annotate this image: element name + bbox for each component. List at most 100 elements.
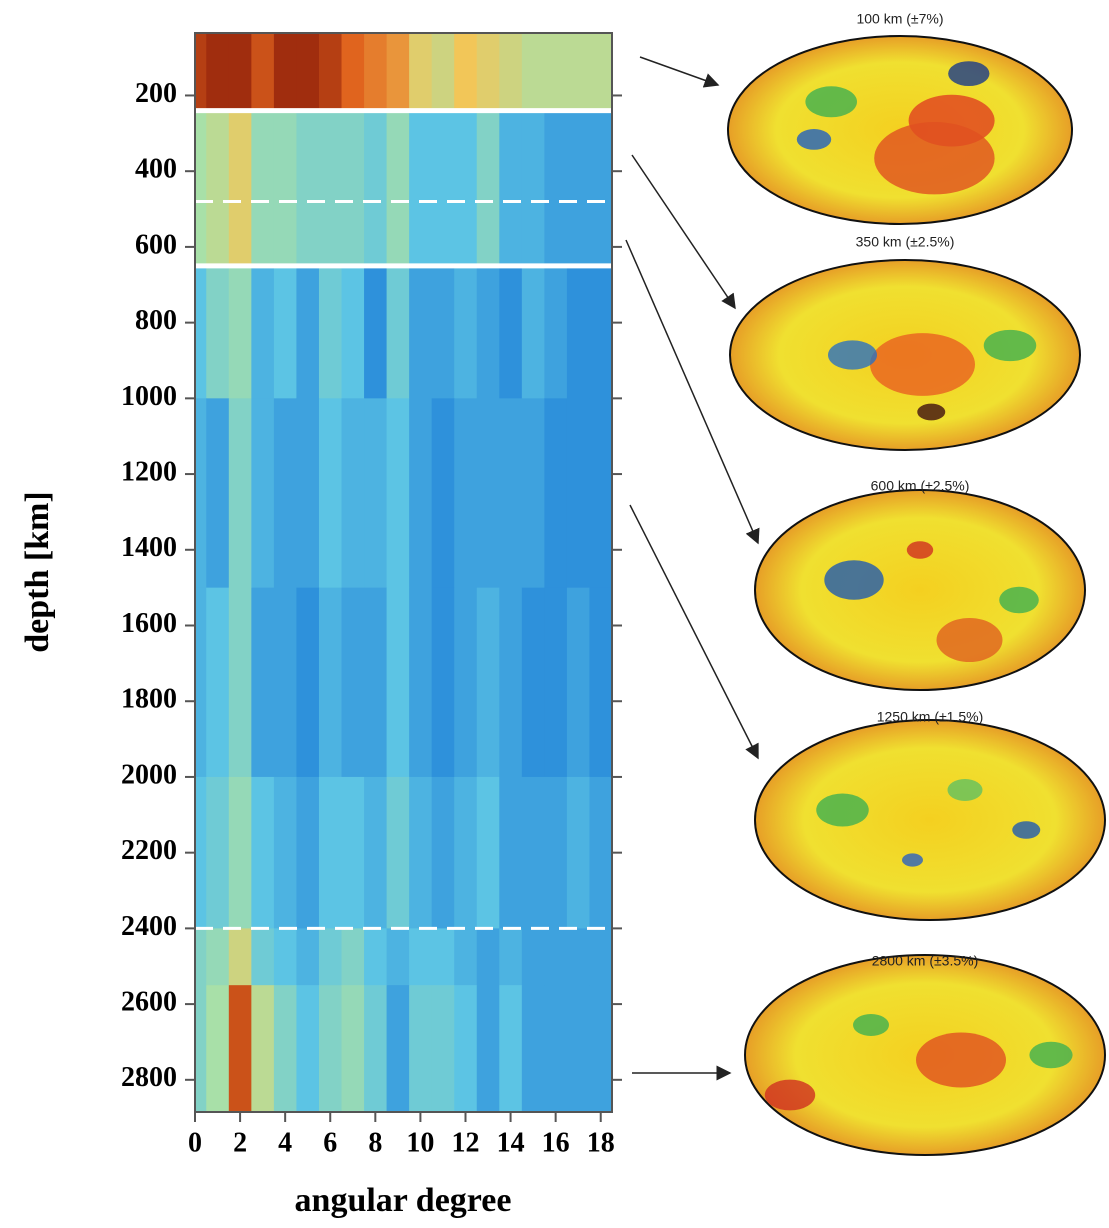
heat-cell (386, 985, 410, 1113)
map-anomaly (870, 333, 975, 396)
y-tick-label: 600 (135, 229, 177, 260)
x-tick-label: 4 (278, 1127, 292, 1158)
heat-cell (364, 587, 388, 778)
heat-cell (409, 587, 433, 778)
y-tick-label: 2200 (121, 835, 177, 866)
y-tick-label: 2000 (121, 759, 177, 790)
heat-cell (589, 398, 613, 589)
arrow (631, 154, 736, 310)
map-anomaly (947, 779, 983, 801)
map-anomaly (999, 586, 1039, 614)
heat-cell (251, 33, 275, 112)
heat-cell (206, 265, 230, 399)
y-tick-label: 1400 (121, 532, 177, 563)
x-tick-label: 10 (406, 1127, 434, 1158)
heat-cell (544, 776, 568, 929)
heat-cell (521, 776, 545, 929)
heat-cell (409, 985, 433, 1113)
x-tick-label: 12 (451, 1127, 479, 1158)
heat-cell (386, 33, 410, 112)
heat-cell (476, 265, 500, 399)
heat-cell (195, 587, 207, 778)
heat-cell (476, 928, 500, 986)
y-tick-label: 2600 (121, 987, 177, 1018)
heat-cell (521, 928, 545, 986)
heat-cell (476, 776, 500, 929)
heat-cell (454, 110, 478, 267)
heat-cell (476, 587, 500, 778)
x-tick-label: 14 (497, 1127, 525, 1158)
y-tick-label: 1200 (121, 456, 177, 487)
heat-cell (273, 33, 297, 112)
heat-cell (544, 265, 568, 399)
heat-cell (499, 776, 523, 929)
heat-cell (206, 110, 230, 267)
heat-cell (386, 776, 410, 929)
heat-cell (431, 928, 455, 986)
map-anomaly (1012, 821, 1041, 839)
map-anomaly (874, 122, 995, 195)
map-anomaly (828, 340, 877, 370)
heat-cell (544, 110, 568, 267)
heat-cell (273, 776, 297, 929)
heat-cell (228, 265, 252, 399)
x-tick-label: 0 (188, 1127, 202, 1158)
y-tick-label: 800 (135, 305, 177, 336)
heat-cell (431, 587, 455, 778)
heat-cell (296, 985, 320, 1113)
heat-cell (499, 928, 523, 986)
heat-cell (341, 587, 365, 778)
heat-cell (409, 110, 433, 267)
heat-cell (341, 33, 365, 112)
globe-map (754, 489, 1086, 691)
heat-cell (386, 265, 410, 399)
heat-cell (364, 776, 388, 929)
heat-cell (589, 928, 613, 986)
map-anomaly (948, 61, 990, 87)
heat-cell (476, 33, 500, 112)
map-anomaly (902, 853, 923, 867)
heat-cell (341, 110, 365, 267)
heat-cell (566, 110, 590, 267)
heat-cell (341, 985, 365, 1113)
heat-cell (544, 33, 568, 112)
heat-cell (454, 587, 478, 778)
heat-cell (195, 928, 207, 986)
maps (625, 35, 1106, 1156)
y-tick-label: 400 (135, 154, 177, 185)
heat-cell (364, 33, 388, 112)
globe-map (754, 719, 1106, 921)
heat-cell (296, 33, 320, 112)
map-anomaly (917, 403, 946, 421)
y-tick-label: 1000 (121, 381, 177, 412)
x-tick-label: 6 (323, 1127, 337, 1158)
y-tick-label: 200 (135, 78, 177, 109)
map-anomaly (816, 793, 869, 827)
x-tick-label: 2 (233, 1127, 247, 1158)
heat-cell (273, 265, 297, 399)
heat-cell (251, 110, 275, 267)
x-tick-label: 16 (542, 1127, 570, 1158)
heat-cell (318, 776, 343, 929)
heat-cell (318, 587, 343, 778)
heat-cell (251, 265, 275, 399)
heat-cell (589, 985, 613, 1113)
heat-cell (318, 110, 343, 267)
heat-cell (431, 398, 455, 589)
heat-cell (296, 110, 320, 267)
heat-cell (409, 398, 433, 589)
heat-cell (521, 265, 545, 399)
arrow (639, 56, 720, 88)
heat-cell (409, 776, 433, 929)
heat-cell (318, 265, 343, 399)
heat-cell (228, 110, 252, 267)
heat-cell (364, 398, 388, 589)
heat-cell (228, 928, 252, 986)
heat-cell (341, 928, 365, 986)
heat-cell (296, 265, 320, 399)
heat-cell (206, 398, 230, 589)
y-tick-label: 1800 (121, 684, 177, 715)
heat-cell (273, 398, 297, 589)
heat-cell (521, 985, 545, 1113)
heat-cell (566, 776, 590, 929)
